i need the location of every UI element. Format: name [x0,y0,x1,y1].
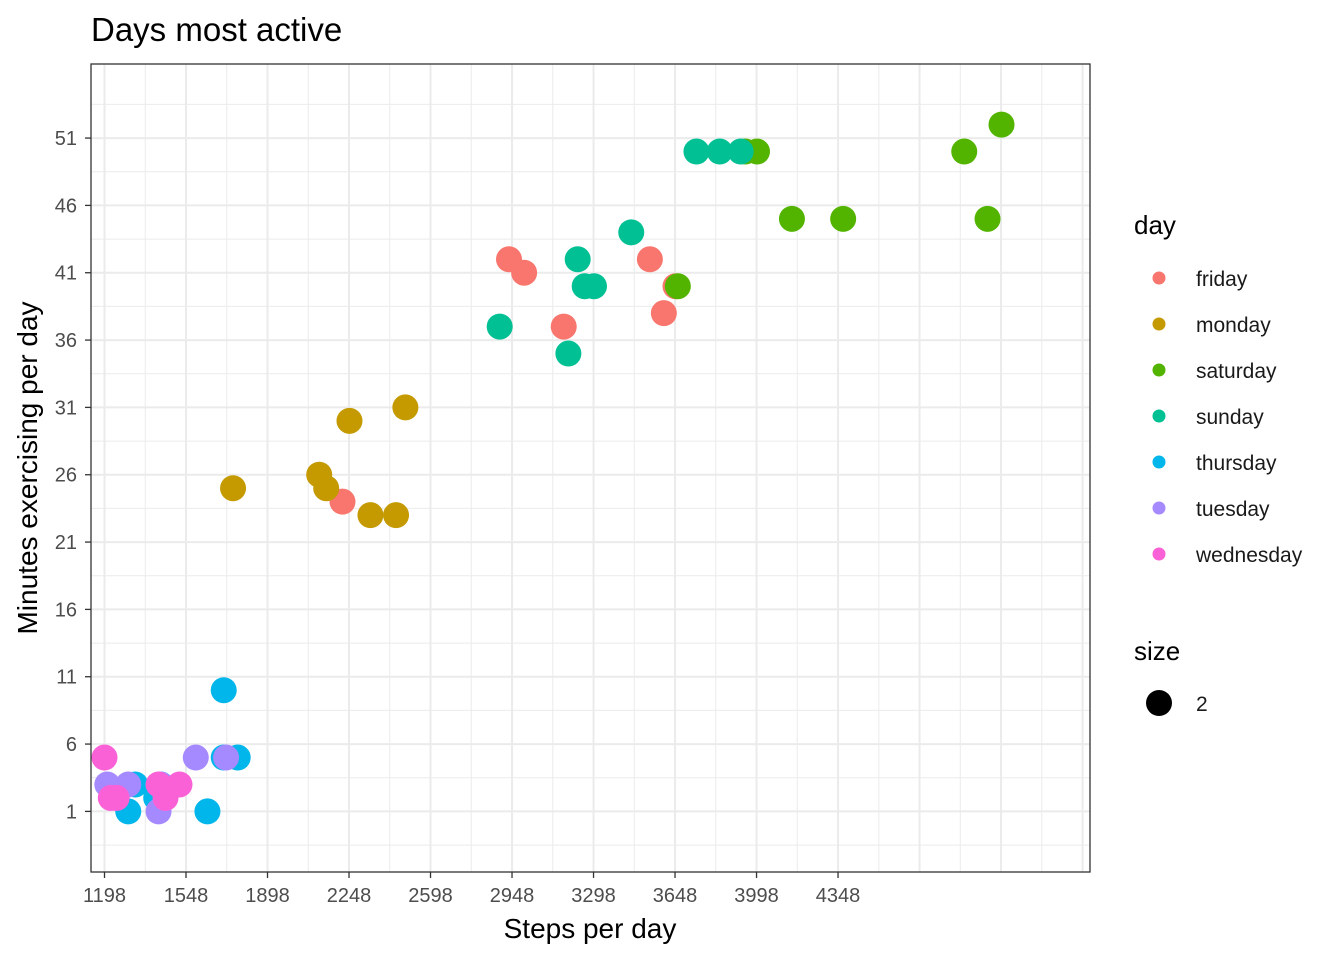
point-wednesday [166,771,193,798]
x-tick-label: 2598 [408,885,453,907]
panel-outline [90,63,1091,873]
y-tick-label: 6 [66,734,77,756]
legend-key-thursday [1152,455,1166,469]
legend-label-thursday: thursday [1196,452,1277,475]
point-sunday [486,313,513,340]
point-wednesday [145,771,172,798]
legend-label-monday: monday [1196,314,1271,337]
y-tick-label: 41 [55,263,77,285]
legend-label-saturday: saturday [1196,360,1277,383]
x-tick-label: 3648 [653,885,698,907]
x-tick-label: 3998 [734,885,779,907]
x-tick-label: 3298 [571,885,616,907]
point-friday [550,313,577,340]
points-layer [91,111,1015,825]
y-tick-label: 46 [55,195,77,217]
chart-title: Days most active [91,11,342,48]
point-sunday [727,138,754,165]
panel-background [91,64,1090,872]
point-friday [650,300,677,327]
point-saturday [830,205,857,232]
legend-title: day [1134,210,1176,240]
y-tick-label: 21 [55,532,77,554]
size-legend-title: size [1134,636,1180,666]
point-monday [220,475,247,502]
x-tick-label: 4348 [816,885,861,907]
y-tick-label: 36 [55,330,77,352]
grid-major [91,64,1090,872]
point-thursday [194,798,221,825]
x-tick-label: 1898 [245,885,290,907]
panel-border [90,63,1091,873]
legend-label-friday: friday [1196,268,1248,291]
size-legend-key [1146,690,1172,716]
legend-label-tuesday: tuesday [1196,498,1270,521]
y-tick-label: 51 [55,128,77,150]
x-tick-label: 1198 [83,885,126,907]
point-tuesday [213,744,240,771]
x-axis-label: Steps per day [504,913,677,944]
point-monday [383,502,410,529]
plot-panel [91,64,1090,872]
point-monday [336,407,363,434]
point-monday [357,502,384,529]
y-tick-label: 1 [66,801,77,823]
point-sunday [564,246,591,273]
point-wednesday [91,744,118,771]
x-tick-label: 1548 [164,885,209,907]
point-sunday [706,138,733,165]
y-axis-label: Minutes exercising per day [12,301,43,634]
size-legend-label: 2 [1196,693,1208,716]
legend-key-wednesday [1152,547,1166,561]
point-monday [313,475,340,502]
point-saturday [988,111,1015,138]
point-saturday [974,205,1001,232]
y-tick-label: 26 [55,465,77,487]
legend-key-saturday [1152,363,1166,377]
point-monday [392,394,419,421]
x-tick-label: 2948 [490,885,535,907]
legend-key-tuesday [1152,501,1166,515]
point-sunday [683,138,710,165]
grid-minor [91,64,1090,872]
legend-label-wednesday: wednesday [1195,544,1303,567]
point-wednesday [103,784,130,811]
point-sunday [555,340,582,367]
point-saturday [664,273,691,300]
point-friday [511,259,538,286]
point-sunday [580,273,607,300]
y-tick-label: 11 [56,667,77,689]
legend: day friday monday saturday sunday thursday tu… [1134,210,1303,716]
y-tick-label: 16 [55,599,77,621]
point-saturday [778,205,805,232]
legend-label-sunday: sunday [1196,406,1264,429]
y-tick-label: 31 [55,397,77,419]
point-tuesday [182,744,209,771]
point-saturday [951,138,978,165]
point-friday [636,246,663,273]
legend-key-friday [1152,271,1166,285]
x-axis: 1198 1548 1898 2248 2598 2948 3298 3648 3998 4348 [83,872,860,907]
legend-key-sunday [1152,409,1166,423]
point-sunday [618,219,645,246]
legend-key-monday [1152,317,1166,331]
point-thursday [210,677,237,704]
x-tick-label: 2248 [327,885,372,907]
